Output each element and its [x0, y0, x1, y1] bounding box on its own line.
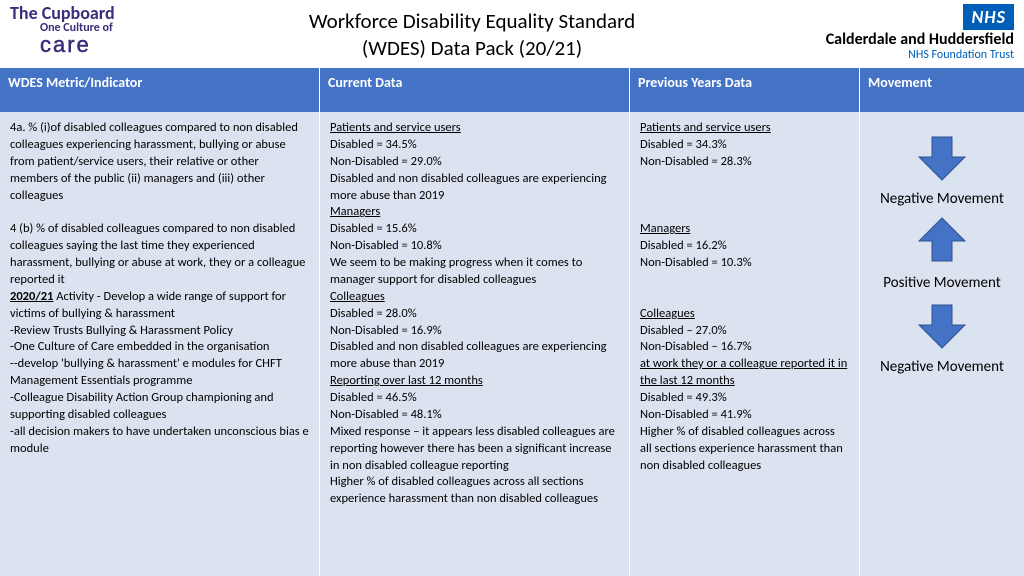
title-line1: Workforce Disability Equality Standard — [309, 8, 635, 34]
metric-b5: -all decision makers to have undertaken … — [10, 424, 309, 456]
arrow-down-icon — [917, 132, 967, 182]
nhs-badge: NHS — [963, 4, 1014, 30]
th-metric: WDES Metric/Indicator — [0, 68, 319, 112]
metric-4a: 4a. % (i)of disabled colleagues compared… — [10, 120, 298, 203]
metric-b3: --develop 'bullying & harassment' e modu… — [10, 356, 282, 388]
arrow-path — [919, 218, 965, 261]
prev-s1: Patients and service users — [640, 120, 771, 135]
td-current: Patients and service users Disabled = 34… — [320, 112, 629, 576]
movement-2: Positive Movement — [883, 274, 1000, 292]
prev-s3c: at work they or a colleague reported it … — [640, 356, 847, 388]
prev-s3b: Non-Disabled – 16.7% — [640, 339, 752, 354]
th-current: Current Data — [320, 68, 629, 112]
cur-s2b: Non-Disabled = 10.8% — [330, 238, 442, 253]
prev-s3e: Non-Disabled = 41.9% — [640, 407, 752, 422]
cur-s3a: Disabled = 28.0% — [330, 306, 417, 321]
th-previous: Previous Years Data — [630, 68, 859, 112]
cur-s4b: Non-Disabled = 48.1% — [330, 407, 442, 422]
cur-s4: Reporting over last 12 months — [330, 373, 483, 388]
header-bar: The Cupboard One Culture of care Workfor… — [0, 0, 1024, 68]
page-title: Workforce Disability Equality Standard (… — [190, 4, 754, 63]
cur-s4d: Higher % of disabled colleagues across a… — [330, 474, 598, 506]
cur-s1: Patients and service users — [330, 120, 461, 135]
prev-s3f: Higher % of disabled colleagues across a… — [640, 424, 843, 473]
logo-nhs: NHS Calderdale and Huddersfield NHS Foun… — [754, 4, 1014, 62]
data-table: WDES Metric/Indicator 4a. % (i)of disabl… — [0, 68, 1024, 576]
prev-s1b: Non-Disabled = 28.3% — [640, 154, 752, 169]
td-previous: Patients and service users Disabled = 34… — [630, 112, 859, 576]
td-metric: 4a. % (i)of disabled colleagues compared… — [0, 112, 319, 576]
trust-sub: NHS Foundation Trust — [754, 48, 1014, 62]
metric-b4: -Colleague Disability Action Group champ… — [10, 390, 274, 422]
logo-cupboard: The Cupboard One Culture of care — [10, 4, 190, 55]
cur-s2a: Disabled = 15.6% — [330, 221, 417, 236]
prev-s3a: Disabled – 27.0% — [640, 323, 727, 338]
td-movement: Negative Movement Positive Movement Nega… — [860, 112, 1024, 576]
prev-s2a: Disabled = 16.2% — [640, 238, 727, 253]
cur-s3: Colleagues — [330, 289, 385, 304]
cur-s1c: Disabled and non disabled colleagues are… — [330, 171, 607, 203]
prev-s2: Managers — [640, 221, 690, 236]
metric-4b: 4 (b) % of disabled colleagues compared … — [10, 221, 305, 287]
arrow-path — [919, 305, 965, 348]
movement-1: Negative Movement — [880, 190, 1004, 208]
movement-3: Negative Movement — [880, 358, 1004, 376]
prev-s3d: Disabled = 49.3% — [640, 390, 727, 405]
col-previous: Previous Years Data Patients and service… — [630, 68, 860, 576]
logo-line3: care — [40, 35, 190, 55]
col-movement: Movement Negative Movement Positive Move… — [860, 68, 1024, 576]
arrow-down-icon — [917, 300, 967, 350]
title-line2: (WDES) Data Pack (20/21) — [362, 35, 582, 61]
arrow-path — [919, 137, 965, 180]
th-movement: Movement — [860, 68, 1024, 112]
metric-b1: -Review Trusts Bullying & Harassment Pol… — [10, 323, 233, 338]
metric-b2: -One Culture of Care embedded in the org… — [10, 339, 269, 354]
arrow-up-icon — [917, 216, 967, 266]
prev-s1a: Disabled = 34.3% — [640, 137, 727, 152]
trust-name: Calderdale and Huddersfield — [754, 32, 1014, 48]
prev-s2b: Non-Disabled = 10.3% — [640, 255, 752, 270]
metric-year: 2020/21 — [10, 289, 53, 304]
cur-s4a: Disabled = 46.5% — [330, 390, 417, 405]
cur-s1a: Disabled = 34.5% — [330, 137, 417, 152]
cur-s4c: Mixed response – it appears less disable… — [330, 424, 615, 473]
cur-s3b: Non-Disabled = 16.9% — [330, 323, 442, 338]
cur-s2: Managers — [330, 204, 380, 219]
cur-s1b: Non-Disabled = 29.0% — [330, 154, 442, 169]
prev-s3: Colleagues — [640, 306, 695, 321]
logo-line1: The Cupboard — [10, 4, 190, 22]
cur-s2c: We seem to be making progress when it co… — [330, 255, 582, 287]
col-metric: WDES Metric/Indicator 4a. % (i)of disabl… — [0, 68, 320, 576]
cur-s3c: Disabled and non disabled colleagues are… — [330, 339, 607, 371]
col-current: Current Data Patients and service users … — [320, 68, 630, 576]
